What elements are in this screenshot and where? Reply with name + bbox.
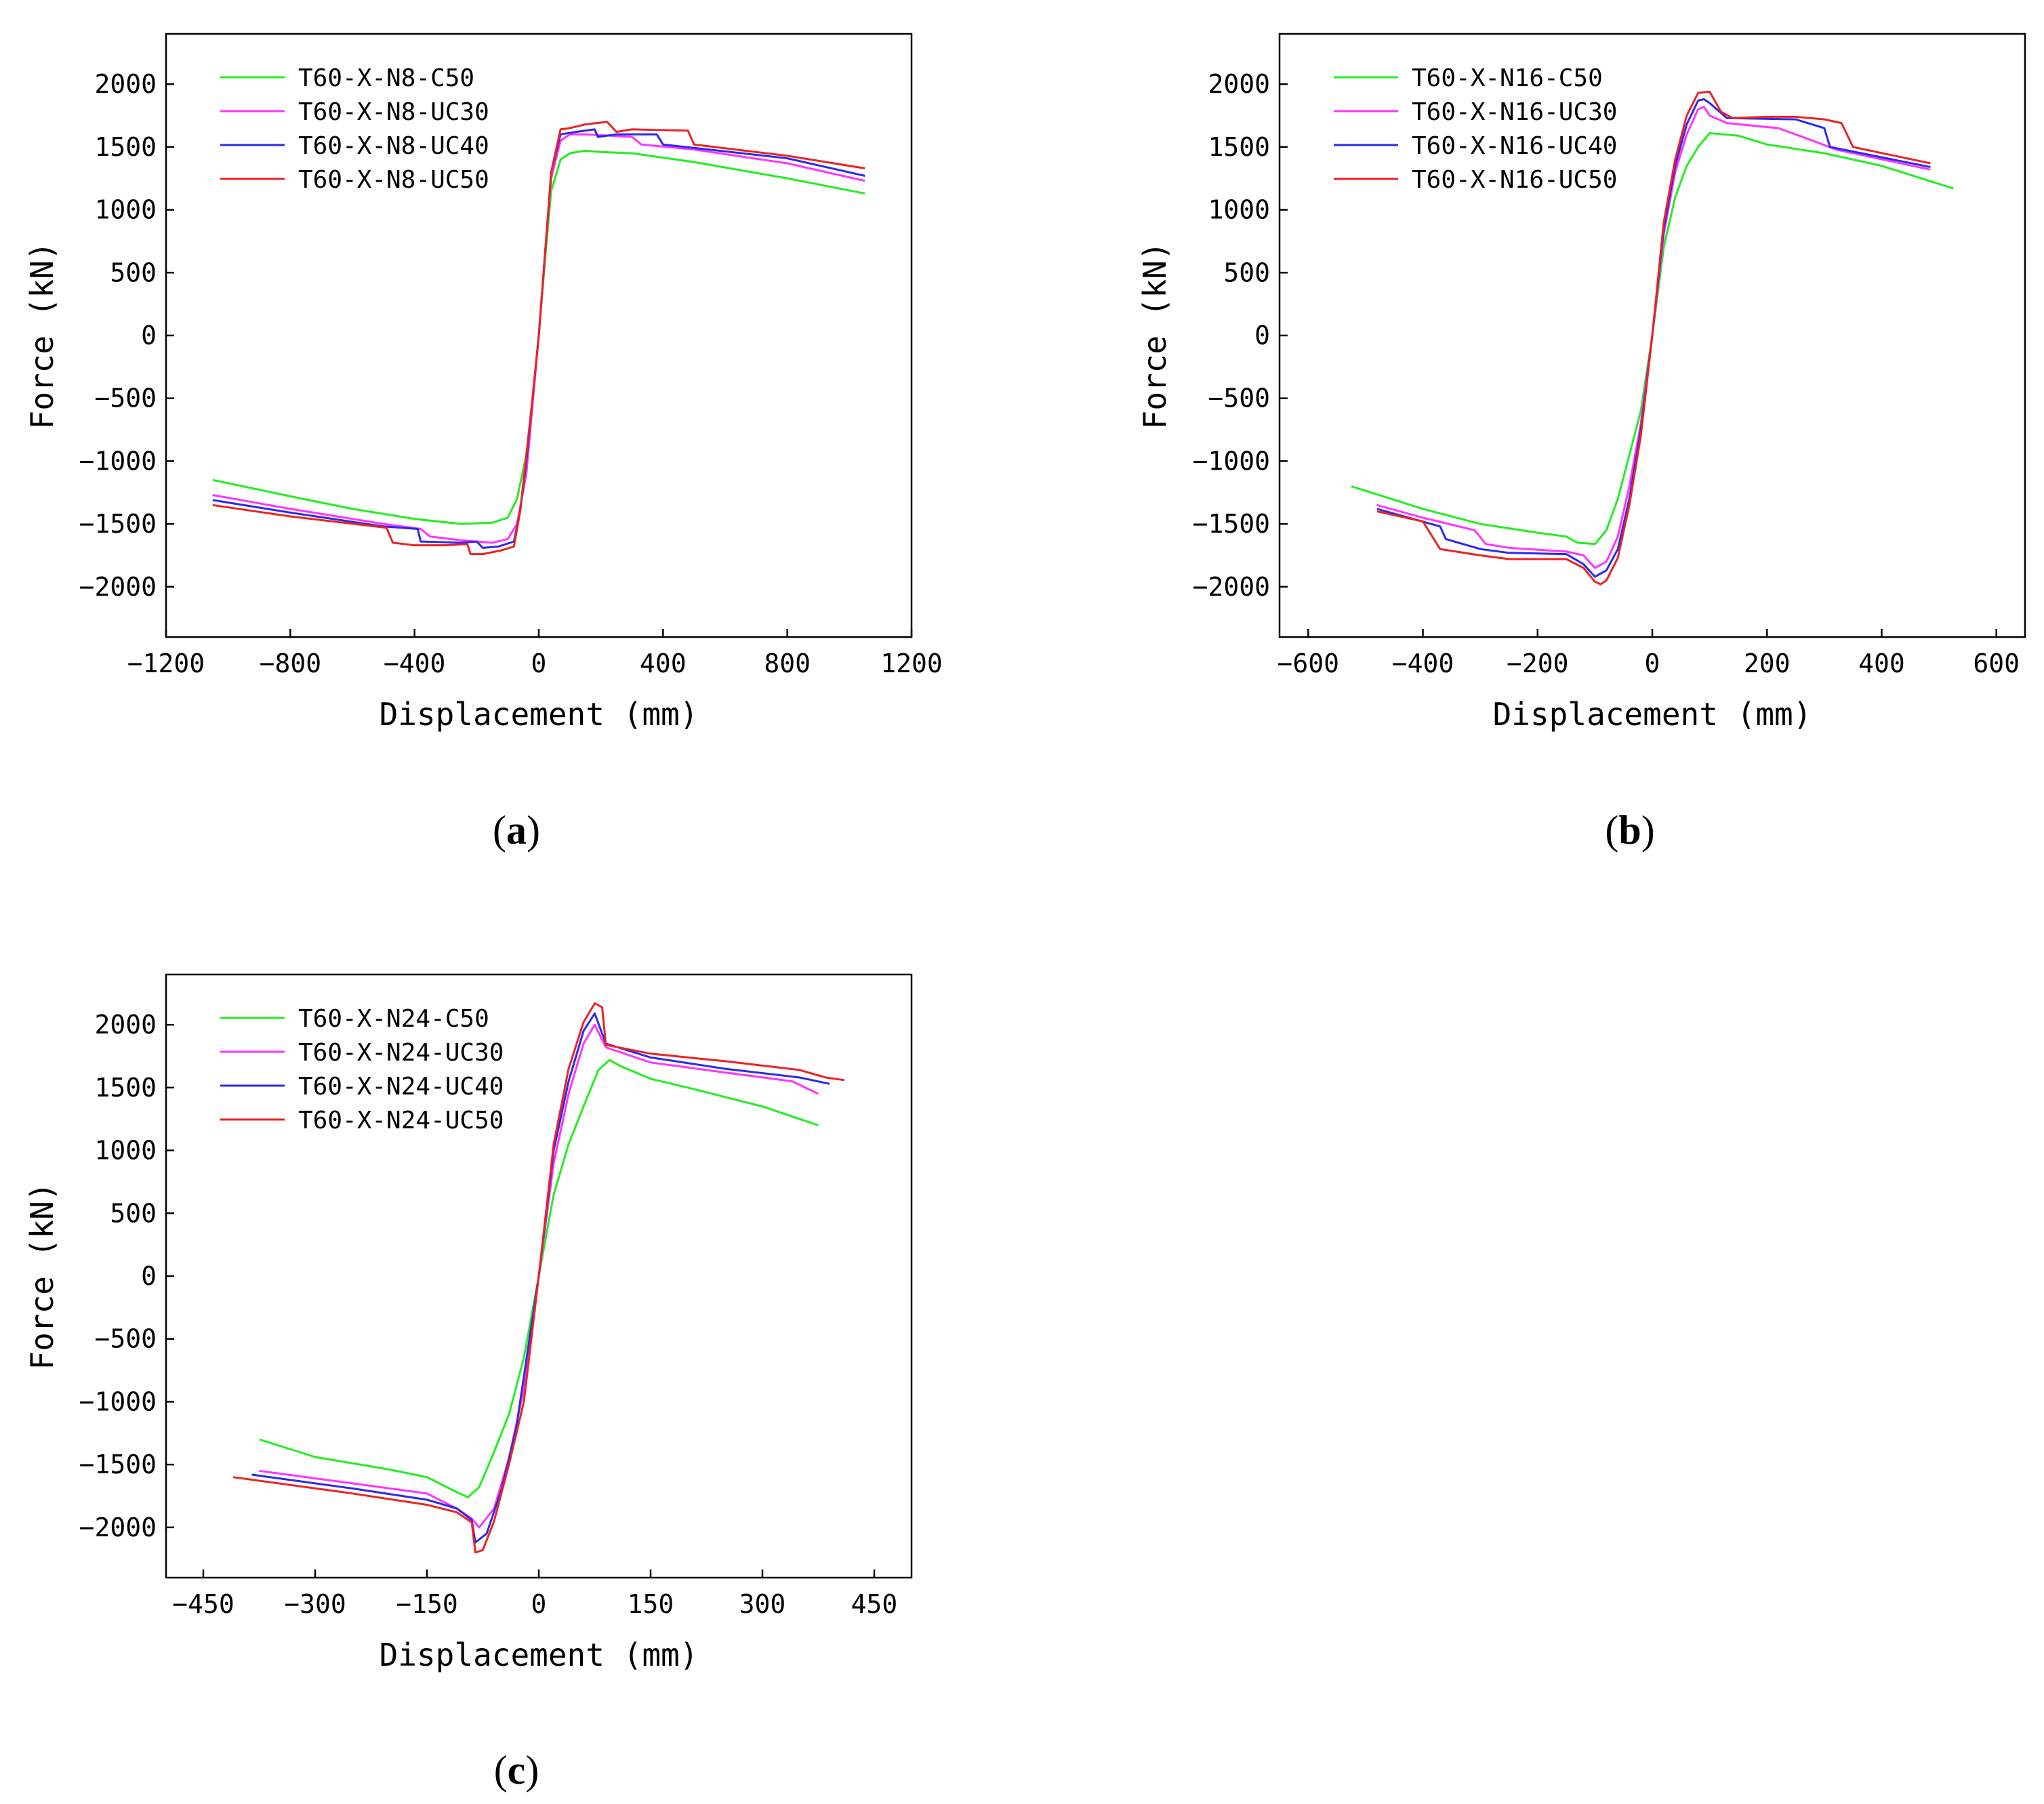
panel-label-b: (b) xyxy=(1605,808,1654,853)
y-tick-label-a-1: −1500 xyxy=(79,509,157,539)
x-tick-label-b-2: −200 xyxy=(1507,649,1569,678)
legend-entry-b-2: T60-X-N16-UC40 xyxy=(1412,132,1617,160)
y-tick-label-b-6: 1000 xyxy=(1208,195,1270,225)
y-tick-label-b-0: −2000 xyxy=(1193,572,1270,602)
series-line-b-3 xyxy=(1376,90,1931,586)
x-tick-label-c-1: −300 xyxy=(284,1589,346,1619)
y-tick-label-b-3: −500 xyxy=(1208,384,1270,413)
y-tick-label-c-4: 0 xyxy=(141,1261,157,1291)
panel-letter-b: b xyxy=(1618,808,1641,853)
x-tick-label-b-3: 0 xyxy=(1645,649,1660,678)
x-tick-label-b-6: 600 xyxy=(1973,649,2020,678)
x-axis-label-c: Displacement (mm) xyxy=(380,1637,699,1673)
y-tick-label-a-8: 2000 xyxy=(94,69,157,99)
panel-letter-a: a xyxy=(506,808,527,853)
legend-b: T60-X-N16-C50 T60-X-N16-UC30 T60-X-N16-U… xyxy=(1334,64,1617,194)
legend-a: T60-X-N8-C50 T60-X-N8-UC30 T60-X-N8-UC40… xyxy=(220,64,489,194)
y-tick-label-c-3: −500 xyxy=(94,1324,157,1354)
y-tick-label-b-8: 2000 xyxy=(1208,69,1270,99)
legend-entry-c-1: T60-X-N24-UC30 xyxy=(298,1039,504,1067)
legend-entry-a-2: T60-X-N8-UC40 xyxy=(298,132,489,160)
legend-c: T60-X-N24-C50 T60-X-N24-UC30 T60-X-N24-U… xyxy=(220,1005,504,1134)
legend-entry-a-0: T60-X-N8-C50 xyxy=(298,64,474,92)
x-tick-label-c-5: 300 xyxy=(739,1589,786,1619)
y-tick-label-c-8: 2000 xyxy=(94,1010,157,1040)
y-tick-label-c-6: 1000 xyxy=(94,1136,157,1166)
x-tick-label-c-3: 0 xyxy=(531,1589,547,1619)
x-tick-label-c-2: −150 xyxy=(396,1589,458,1619)
y-tick-label-a-6: 1000 xyxy=(94,195,157,225)
y-tick-label-a-4: 0 xyxy=(141,321,157,350)
ticks-layer-c: −450 −300 −150 0 150 300 450−2000−1500−1000−50… xyxy=(79,1010,898,1619)
legend-entry-b-3: T60-X-N16-UC50 xyxy=(1412,166,1617,194)
y-tick-label-b-2: −1000 xyxy=(1193,446,1270,476)
x-tick-label-b-4: 200 xyxy=(1744,649,1791,678)
ticks-layer-a: −1200 −800 −400 0 400 800 1200 −2000 −1500 −1000 −… xyxy=(79,69,943,678)
y-tick-label-c-7: 1500 xyxy=(94,1073,157,1103)
series-line-a-3 xyxy=(212,121,865,556)
x-tick-label-a-0: −1200 xyxy=(127,649,205,678)
series-layer-c xyxy=(232,1002,845,1554)
x-tick-label-a-5: 800 xyxy=(764,649,811,678)
y-tick-label-a-2: −1000 xyxy=(79,446,157,476)
x-axis-label-b: Displacement (mm) xyxy=(1493,696,1812,733)
x-tick-label-a-4: 400 xyxy=(640,649,687,678)
y-tick-label-c-2: −1000 xyxy=(79,1387,157,1416)
y-tick-label-a-5: 500 xyxy=(110,258,157,287)
panel-c: −450 −300 −150 0 150 300 450−2000−1500−1000−50… xyxy=(24,973,913,1792)
y-tick-label-b-7: 1500 xyxy=(1208,132,1270,162)
legend-entry-b-1: T60-X-N16-UC30 xyxy=(1412,98,1617,126)
legend-entry-b-0: T60-X-N16-C50 xyxy=(1412,64,1603,92)
x-tick-label-a-2: −400 xyxy=(384,649,446,678)
y-tick-label-c-0: −2000 xyxy=(79,1513,157,1542)
panel-letter-c: c xyxy=(508,1748,526,1792)
y-tick-label-a-0: −2000 xyxy=(79,572,157,602)
y-tick-label-c-1: −1500 xyxy=(79,1450,157,1479)
y-axis-label-c: Force (kN) xyxy=(24,1183,60,1370)
y-axis-label-b: Force (kN) xyxy=(1137,242,1173,430)
series-layer-b xyxy=(1351,90,1954,586)
panel-b: −600 −400 −200 0 200 400 600−2000−1500−1000−50… xyxy=(1137,33,2026,853)
legend-entry-c-2: T60-X-N24-UC40 xyxy=(298,1073,504,1101)
legend-entry-c-3: T60-X-N24-UC50 xyxy=(298,1107,504,1134)
x-tick-label-c-0: −450 xyxy=(172,1589,234,1619)
y-tick-label-a-3: −500 xyxy=(94,384,157,413)
y-tick-label-c-5: 500 xyxy=(110,1198,157,1228)
series-line-c-3 xyxy=(232,1002,845,1554)
x-tick-label-b-1: −400 xyxy=(1392,649,1454,678)
y-tick-label-b-4: 0 xyxy=(1254,321,1270,350)
legend-entry-c-0: T60-X-N24-C50 xyxy=(298,1005,489,1033)
panel-label-c: (c) xyxy=(494,1748,539,1792)
x-tick-label-a-3: 0 xyxy=(531,649,547,678)
y-tick-label-b-1: −1500 xyxy=(1193,509,1270,539)
x-tick-label-c-4: 150 xyxy=(628,1589,674,1619)
x-tick-label-a-6: 1200 xyxy=(880,649,943,678)
legend-entry-a-3: T60-X-N8-UC50 xyxy=(298,166,489,194)
x-tick-label-c-6: 450 xyxy=(851,1589,898,1619)
ticks-layer-b: −600 −400 −200 0 200 400 600−2000−1500−1000−50… xyxy=(1193,69,2020,678)
series-layer-a xyxy=(212,121,865,556)
legend-entry-a-1: T60-X-N8-UC30 xyxy=(298,98,489,126)
panel-label-a: (a) xyxy=(493,808,540,853)
y-tick-label-b-5: 500 xyxy=(1223,258,1270,287)
y-tick-label-a-7: 1500 xyxy=(94,132,157,162)
x-tick-label-b-5: 400 xyxy=(1858,649,1905,678)
panel-a: −1200 −800 −400 0 400 800 1200 −2000 −1500 −1000 −… xyxy=(24,33,943,853)
y-axis-label-a: Force (kN) xyxy=(24,242,60,430)
x-tick-label-b-0: −600 xyxy=(1278,649,1340,678)
x-tick-label-a-1: −800 xyxy=(260,649,322,678)
x-axis-label-a: Displacement (mm) xyxy=(380,696,699,733)
